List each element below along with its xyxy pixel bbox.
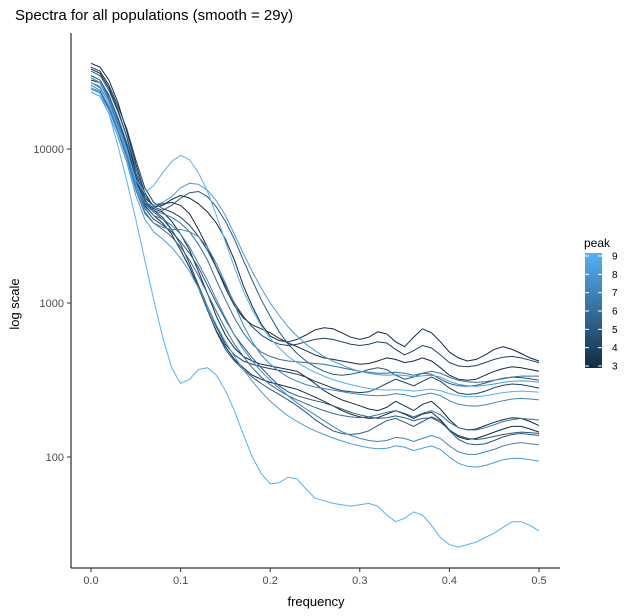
series-line-9 xyxy=(90,82,540,446)
series-line-8 xyxy=(90,82,540,441)
y-tick-label: 1000 xyxy=(40,298,64,310)
legend-label: 3 xyxy=(612,362,618,373)
x-tick-label: 0.4 xyxy=(442,575,457,587)
series-line-12 xyxy=(90,84,540,455)
y-ticks: 100 1000 10000 xyxy=(33,144,71,464)
chart-title: Spectra for all populations (smooth = 29… xyxy=(15,7,293,24)
series-line-7 xyxy=(90,70,540,387)
legend-label: 7 xyxy=(612,288,618,299)
series-line-5 xyxy=(90,77,540,395)
x-axis-title: frequency xyxy=(287,594,345,609)
legend-colorbar xyxy=(585,253,602,368)
series-line-3 xyxy=(90,75,540,431)
legend-labels: 9 8 7 6 5 4 3 xyxy=(585,252,618,373)
x-tick-label: 0.3 xyxy=(352,575,367,587)
series-lines xyxy=(90,62,540,548)
legend-label: 9 xyxy=(612,252,618,263)
series-line-2 xyxy=(90,68,540,381)
y-axis-title: log scale xyxy=(7,278,22,329)
x-ticks: 0.0 0.1 0.2 0.3 0.4 0.5 xyxy=(83,568,547,587)
series-line-13 xyxy=(90,88,540,407)
series-line-11 xyxy=(90,75,539,383)
x-tick-label: 0.5 xyxy=(531,575,546,587)
series-line-10 xyxy=(90,87,540,431)
legend-label: 5 xyxy=(612,325,618,336)
series-line-14 xyxy=(90,91,540,468)
series-line-6 xyxy=(90,66,540,368)
series-line-4 xyxy=(90,79,540,441)
x-tick-label: 0.1 xyxy=(173,575,188,587)
series-line-15 xyxy=(90,77,540,387)
plot-area: 0.0 0.1 0.2 0.3 0.4 0.5 100 1000 10000 xyxy=(33,33,560,587)
color-legend: peak 9 8 7 6 5 4 3 xyxy=(584,236,618,373)
legend-label: 8 xyxy=(612,270,618,281)
series-line-16 xyxy=(90,82,540,398)
series-line-17 xyxy=(90,87,540,548)
legend-title: peak xyxy=(584,236,611,250)
legend-label: 4 xyxy=(612,343,618,354)
y-tick-label: 10000 xyxy=(33,144,64,156)
legend-label: 6 xyxy=(612,307,618,318)
x-tick-label: 0.0 xyxy=(83,575,98,587)
x-tick-label: 0.2 xyxy=(263,575,278,587)
y-tick-label: 100 xyxy=(46,452,64,464)
